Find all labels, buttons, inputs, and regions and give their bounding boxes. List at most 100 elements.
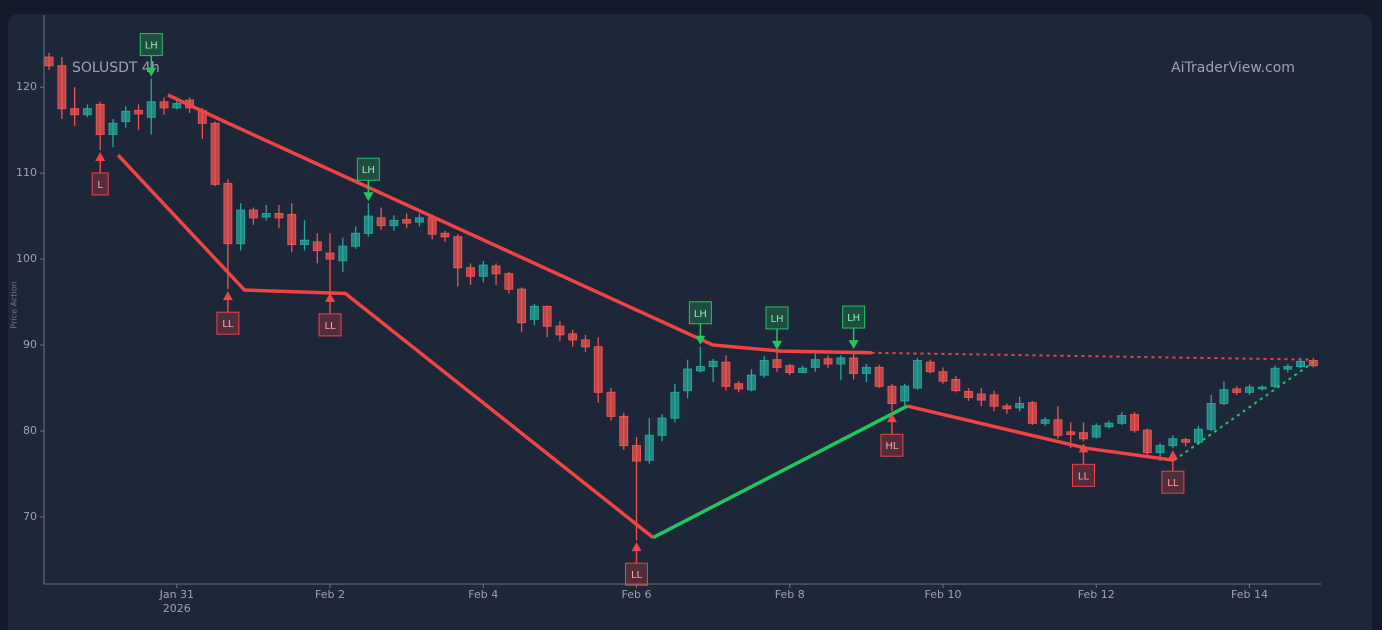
candle-body xyxy=(964,390,974,398)
marker-arrow-head xyxy=(146,67,157,77)
x-tick-label: Feb 12 xyxy=(1078,588,1115,601)
watermark: AiTraderView.com xyxy=(1171,60,1295,76)
marker-arrow-head xyxy=(325,292,336,302)
candle-body xyxy=(95,103,105,135)
candle-body xyxy=(976,393,986,401)
candle-body xyxy=(121,110,131,123)
marker-box xyxy=(625,562,649,586)
candle-body xyxy=(1168,438,1178,447)
candle-body xyxy=(70,108,80,116)
candle-body xyxy=(427,217,437,235)
candle-body xyxy=(1117,415,1127,424)
candle-body xyxy=(670,391,680,419)
marker-arrow-head xyxy=(771,340,782,350)
candle-body xyxy=(274,213,284,219)
candle-body xyxy=(338,245,348,262)
candle-body xyxy=(261,213,271,218)
candle-body xyxy=(836,357,846,365)
candle-body xyxy=(1283,366,1293,370)
panel xyxy=(8,14,1372,630)
candle-body xyxy=(1027,402,1037,424)
marker-label: LH xyxy=(770,314,783,325)
candle-body xyxy=(466,267,475,277)
candle-body xyxy=(1002,405,1012,410)
chart-title: SOLUSDT 4h xyxy=(72,60,160,76)
candle-body xyxy=(491,265,501,275)
candle-body xyxy=(414,217,424,223)
marker-arrow-head xyxy=(631,542,642,552)
candle-body xyxy=(1104,422,1114,428)
candle-body xyxy=(593,346,603,393)
marker-label: LH xyxy=(362,165,375,176)
marker-label: LL xyxy=(631,570,643,581)
marker-box xyxy=(880,433,904,457)
candle-body xyxy=(363,215,373,234)
candle-body xyxy=(861,366,871,374)
candle-body xyxy=(529,305,539,320)
candle-body xyxy=(721,361,731,387)
candle-body xyxy=(542,305,552,327)
candle-body xyxy=(1270,367,1280,387)
candle-body xyxy=(1142,429,1152,453)
y-tick-label: 100 xyxy=(16,252,37,265)
candle-body xyxy=(1066,431,1076,435)
y-tick-label: 70 xyxy=(23,510,37,523)
x-tick-label: Feb 10 xyxy=(925,588,962,601)
candle-body xyxy=(223,182,233,245)
marker-box xyxy=(216,311,240,335)
marker-arrow-head xyxy=(886,413,897,423)
candle-body xyxy=(925,361,935,373)
candle-body xyxy=(236,209,246,245)
candle-body xyxy=(376,217,386,227)
candle-body xyxy=(1015,403,1025,409)
marker-arrow-head xyxy=(95,151,106,161)
candle-body xyxy=(989,394,999,407)
x-tick-sublabel: 2026 xyxy=(163,602,191,615)
candle-body xyxy=(108,122,118,135)
candle-body xyxy=(159,101,169,109)
candle-body xyxy=(248,209,258,219)
x-tick-label: Feb 4 xyxy=(468,588,498,601)
candle-body xyxy=(82,108,92,116)
candle-body xyxy=(785,365,795,374)
candle-body xyxy=(632,445,641,462)
marker-box xyxy=(139,33,163,57)
candle-body xyxy=(325,252,335,260)
candle-body xyxy=(1130,414,1140,431)
candle-body xyxy=(695,366,705,372)
marker-box xyxy=(1161,470,1185,494)
candle-body xyxy=(849,357,859,374)
marker-arrow-head xyxy=(222,291,233,301)
candle-body xyxy=(1053,419,1063,436)
y-axis-title: Price Action xyxy=(10,281,19,328)
candle-body xyxy=(798,367,807,374)
candle-body xyxy=(746,374,756,391)
x-tick-label: Feb 8 xyxy=(775,588,805,601)
x-tick-label: Feb 2 xyxy=(315,588,345,601)
candle-body xyxy=(606,391,616,417)
candle-body xyxy=(312,241,322,252)
candle-body xyxy=(644,434,654,461)
marker-label: LH xyxy=(694,309,707,320)
candle-body xyxy=(887,385,897,405)
candle-body xyxy=(1040,419,1050,424)
plot xyxy=(44,52,1318,541)
marker-arrow-head xyxy=(695,335,706,345)
marker-box xyxy=(356,157,380,181)
candle-body xyxy=(210,122,220,185)
candle-body xyxy=(453,236,463,269)
candle-body xyxy=(555,325,565,336)
y-tick-label: 110 xyxy=(16,166,37,179)
candle-body xyxy=(517,288,527,324)
candle-body xyxy=(1219,389,1229,405)
candle-body xyxy=(759,360,769,376)
candle-body xyxy=(1155,445,1165,453)
candle-body xyxy=(1181,439,1191,443)
marker-label: LL xyxy=(222,319,234,330)
candle-body xyxy=(389,219,399,227)
marker-label: LL xyxy=(1078,471,1090,482)
candle-body xyxy=(351,232,361,247)
x-tick-label: Feb 14 xyxy=(1231,588,1268,601)
candle-body xyxy=(504,273,514,290)
marker-arrow-head xyxy=(1167,450,1178,460)
